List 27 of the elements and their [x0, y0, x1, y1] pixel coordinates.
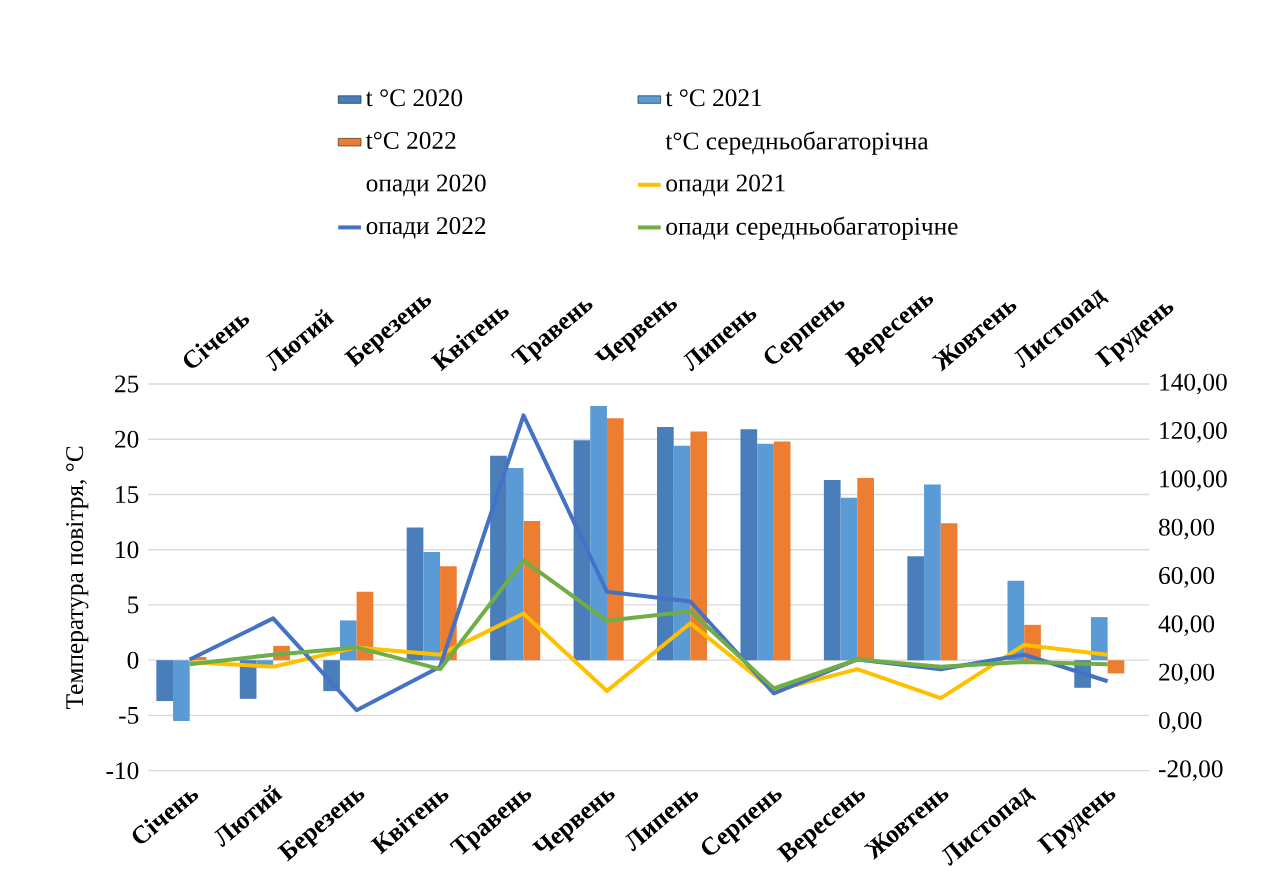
y2-tick-label: 20,00 [1159, 663, 1215, 685]
y-tick-label: 25 [115, 375, 139, 393]
line-series [187, 558, 1110, 691]
y-tick-label: 20 [115, 430, 139, 448]
y-tick-label: -10 [106, 761, 139, 780]
legend-label: опади середньобагаторічне [666, 216, 958, 240]
y-tick-label: 5 [128, 596, 139, 614]
legend-label: t °C 2020 [365, 89, 463, 107]
y2-tick-label: 80,00 [1159, 518, 1215, 540]
y2-tick-label: 120,00 [1160, 421, 1227, 443]
y2-tick-label: 40,00 [1158, 615, 1215, 636]
y2-tick-label: 140,00 [1160, 373, 1227, 395]
y2-tick-label: -20,00 [1159, 760, 1223, 781]
y-tick-label: 0 [127, 651, 139, 669]
y-tick-label: 15 [116, 485, 139, 503]
y-tick-label: 10 [116, 541, 139, 559]
y2-tick-label: 100,00 [1160, 470, 1227, 491]
text: опади 2020 [366, 174, 486, 197]
legend-label: t °C 2021 [665, 89, 762, 107]
y-tick-label: -5 [119, 706, 139, 724]
y2-tick-label: 0,00 [1159, 711, 1202, 733]
y2-tick-label: 60,00 [1159, 566, 1215, 588]
y-axis-title: Температура повітря, °C [66, 446, 89, 709]
legend-label: опади 2021 [666, 174, 785, 197]
legend-label: t°C 2022 [365, 131, 456, 149]
text: t°C середньобагаторічна [665, 131, 929, 155]
legend-label: опади 2022 [366, 216, 486, 239]
